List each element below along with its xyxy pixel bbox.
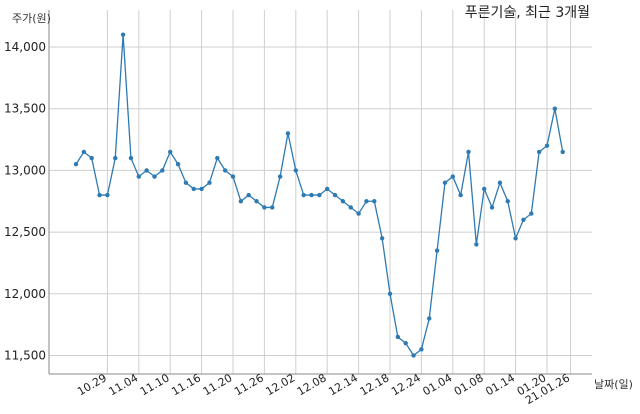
data-point bbox=[105, 192, 110, 198]
data-point bbox=[419, 347, 424, 352]
data-point bbox=[513, 236, 518, 241]
data-point bbox=[364, 199, 369, 204]
data-point bbox=[152, 174, 157, 179]
data-point bbox=[411, 353, 416, 358]
series-price bbox=[73, 32, 565, 358]
data-point bbox=[136, 174, 141, 179]
data-point bbox=[238, 199, 244, 204]
data-point bbox=[521, 217, 526, 222]
data-point bbox=[207, 180, 212, 185]
data-point bbox=[387, 291, 393, 296]
data-point bbox=[277, 174, 283, 179]
data-point bbox=[191, 186, 196, 192]
data-point bbox=[301, 192, 306, 198]
gridlines bbox=[49, 10, 592, 374]
data-point bbox=[120, 32, 126, 37]
data-point bbox=[317, 192, 322, 198]
x-tick-label: 01.14 bbox=[483, 371, 517, 398]
data-point bbox=[144, 168, 149, 173]
data-point bbox=[474, 242, 479, 247]
data-point bbox=[340, 199, 346, 204]
data-point bbox=[560, 149, 565, 155]
data-point bbox=[215, 155, 220, 161]
x-tick-label: 01.08 bbox=[452, 371, 486, 398]
data-point bbox=[293, 168, 298, 173]
data-point bbox=[379, 236, 385, 241]
data-point bbox=[168, 149, 173, 155]
x-tick-label: 10.29 bbox=[75, 371, 109, 398]
data-point bbox=[442, 180, 448, 185]
data-point bbox=[89, 155, 94, 161]
data-point bbox=[356, 211, 361, 216]
data-point bbox=[230, 174, 236, 179]
data-point bbox=[222, 168, 228, 173]
data-point bbox=[505, 199, 510, 204]
y-tick-label: 11,500 bbox=[4, 348, 46, 362]
y-axis-label: 주가(원) bbox=[12, 12, 51, 25]
data-point bbox=[489, 205, 495, 210]
x-tick-label: 01.04 bbox=[421, 371, 455, 398]
x-tick-label: 11.20 bbox=[201, 371, 235, 398]
chart-title: 푸른기술, 최근 3개월 bbox=[465, 5, 590, 21]
x-axis-label: 날짜(일) bbox=[594, 377, 633, 391]
data-point bbox=[309, 192, 314, 198]
x-tick-label: 12.14 bbox=[326, 371, 360, 398]
data-point bbox=[270, 205, 275, 210]
data-point bbox=[434, 248, 440, 253]
data-point bbox=[403, 340, 408, 346]
x-axis-ticks: 10.2911.0411.1011.1611.2011.2612.0212.08… bbox=[75, 371, 572, 407]
x-tick-label: 12.18 bbox=[358, 371, 392, 398]
x-tick-label: 11.26 bbox=[232, 371, 266, 398]
data-point bbox=[395, 334, 401, 340]
data-point bbox=[113, 155, 118, 161]
y-tick-label: 13,500 bbox=[4, 102, 46, 116]
data-point bbox=[81, 149, 87, 155]
data-point bbox=[199, 186, 204, 192]
data-point bbox=[458, 192, 463, 198]
data-point bbox=[552, 106, 558, 111]
data-point bbox=[262, 205, 267, 210]
axes bbox=[48, 10, 592, 375]
x-tick-label: 12.02 bbox=[264, 371, 298, 398]
y-axis-ticks: 11,500 12,000 12,500 13,000 13,500 14,000 bbox=[4, 40, 46, 362]
y-tick-label: 13,000 bbox=[4, 163, 46, 177]
data-point bbox=[348, 205, 353, 210]
x-tick-label: 11.16 bbox=[169, 371, 203, 398]
data-point bbox=[466, 149, 471, 155]
data-point bbox=[325, 186, 330, 192]
data-point bbox=[497, 180, 503, 185]
data-point bbox=[254, 199, 259, 204]
data-point bbox=[536, 149, 542, 155]
y-tick-label: 14,000 bbox=[4, 40, 46, 54]
data-point bbox=[450, 174, 455, 179]
y-tick-label: 12,000 bbox=[4, 287, 46, 301]
data-point bbox=[482, 186, 487, 192]
data-point bbox=[97, 192, 102, 198]
data-point bbox=[332, 192, 338, 198]
data-point bbox=[183, 180, 189, 185]
data-point bbox=[73, 162, 79, 167]
x-tick-label: 12.08 bbox=[295, 371, 329, 398]
data-point bbox=[544, 143, 550, 148]
x-tick-label: 11.10 bbox=[138, 371, 172, 398]
data-point bbox=[160, 168, 165, 173]
data-point bbox=[529, 211, 534, 216]
x-tick-label: 12.24 bbox=[389, 371, 423, 398]
data-point bbox=[372, 199, 377, 204]
data-point bbox=[246, 192, 251, 198]
y-tick-label: 12,500 bbox=[4, 225, 46, 239]
data-point bbox=[175, 162, 181, 167]
data-point bbox=[128, 155, 134, 161]
data-point bbox=[427, 316, 432, 321]
x-tick-label: 11.04 bbox=[107, 371, 141, 398]
data-point bbox=[285, 131, 291, 136]
